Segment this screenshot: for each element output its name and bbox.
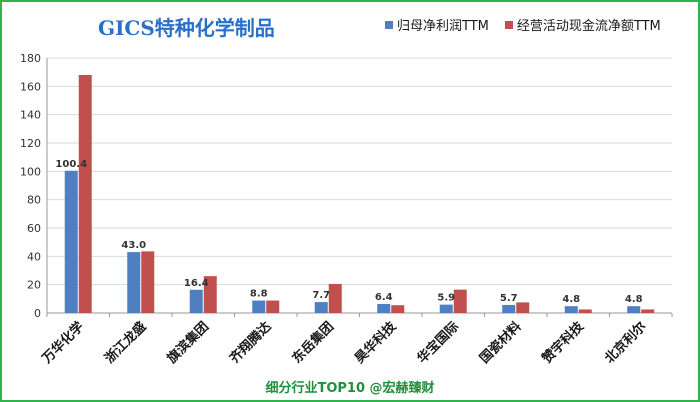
data-label: 43.0: [121, 240, 146, 251]
legend-item-cashflow: 经营活动现金流净额TTM: [504, 15, 661, 34]
data-label: 100.4: [55, 159, 87, 170]
bar-profit: [502, 304, 516, 313]
legend-label-cashflow: 经营活动现金流净额TTM: [516, 19, 661, 34]
bar-profit: [127, 252, 141, 313]
y-tick-label: 80: [27, 194, 41, 207]
y-tick-label: 160: [20, 80, 41, 93]
bar-profit: [252, 300, 266, 313]
bar-cashflow: [391, 305, 405, 313]
x-category-label: 赞宇科技: [538, 318, 587, 367]
legend-swatch-cashflow: [504, 20, 513, 29]
bar-profit: [564, 306, 578, 313]
y-tick-label: 140: [20, 109, 41, 122]
bar-cashflow: [641, 309, 655, 313]
chart-title: GICS特种化学制品: [98, 16, 275, 40]
legend-item-profit: 归母净利润TTM: [385, 15, 489, 34]
bar-profit: [189, 289, 203, 313]
y-tick-label: 100: [20, 165, 41, 178]
x-category-label: 国瓷材料: [476, 319, 524, 367]
bar-cashflow: [328, 283, 342, 313]
data-label: 8.8: [250, 289, 268, 300]
data-label: 6.4: [375, 292, 393, 303]
x-category-label: 北京利尔: [601, 319, 649, 367]
chart-footer: 细分行业TOP10 @宏赫臻财: [265, 381, 435, 396]
x-category-label: 东岳集团: [289, 319, 337, 367]
data-label: 7.7: [312, 290, 330, 301]
data-label: 4.8: [625, 294, 643, 305]
y-tick-label: 120: [20, 137, 41, 150]
bar-profit: [439, 304, 453, 313]
x-category-label: 昊华科技: [351, 318, 400, 367]
data-label: 5.7: [500, 293, 518, 304]
data-label: 5.9: [437, 293, 455, 304]
x-category-label: 华宝国际: [414, 319, 462, 367]
data-label: 16.4: [184, 278, 209, 289]
x-category-label: 浙江龙盛: [101, 319, 149, 367]
bar-cashflow: [453, 289, 467, 313]
bar-profit: [64, 170, 78, 313]
bar-profit: [377, 303, 391, 313]
legend-label-profit: 归母净利润TTM: [397, 19, 489, 34]
bar-cashflow: [266, 300, 280, 313]
y-tick-label: 0: [34, 307, 41, 320]
bar-cashflow: [203, 276, 217, 313]
y-tick-label: 20: [27, 279, 41, 292]
bar-cashflow: [141, 251, 155, 313]
y-tick-label: 40: [27, 250, 41, 263]
chart-legend: 归母净利润TTM 经营活动现金流净额TTM: [385, 15, 661, 34]
x-category-label: 旗滨集团: [164, 319, 212, 367]
bar-profit: [627, 306, 641, 313]
bar-cashflow: [516, 302, 530, 313]
bar-cashflow: [578, 309, 592, 313]
bar-cashflow: [78, 75, 92, 313]
x-category-label: 齐翔腾达: [226, 319, 274, 367]
y-tick-label: 180: [20, 52, 41, 65]
bar-profit: [314, 302, 328, 313]
data-label: 4.8: [562, 294, 580, 305]
y-tick-label: 60: [27, 222, 41, 235]
legend-swatch-profit: [385, 20, 393, 29]
x-category-label: 万华化学: [38, 319, 87, 368]
